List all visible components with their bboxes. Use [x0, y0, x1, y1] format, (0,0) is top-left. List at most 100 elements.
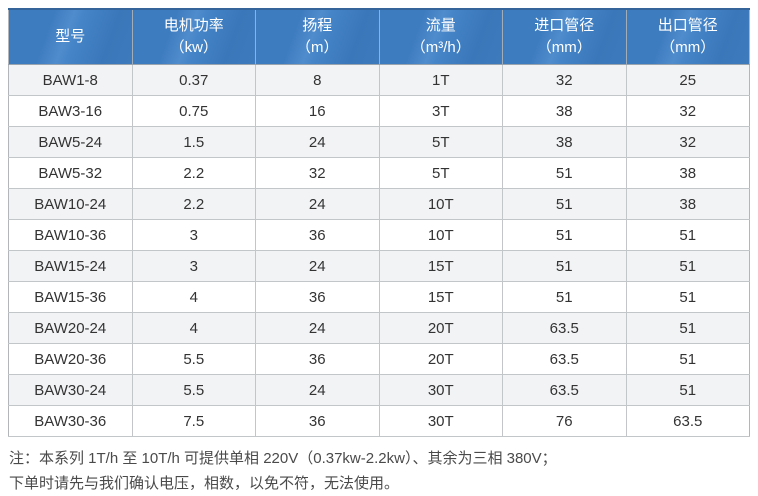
cell-model: BAW1-8 [8, 64, 133, 96]
cell-head: 36 [255, 219, 380, 251]
note-line-2: 下单时请先与我们确认电压，相数，以免不符，无法使用。 [9, 474, 400, 492]
cell-outlet: 32 [625, 95, 750, 127]
cell-inlet: 38 [502, 95, 627, 127]
table-row: BAW15-36 4 36 15T 51 51 [8, 281, 750, 313]
col-header-flow-unit: （m³/h） [410, 39, 471, 56]
cell-inlet: 51 [502, 250, 627, 282]
table-row: BAW30-36 7.5 36 30T 76 63.5 [8, 405, 750, 437]
cell-power: 3 [131, 250, 256, 282]
cell-inlet: 51 [502, 219, 627, 251]
table-body: BAW1-8 0.37 8 1T 32 25 BAW3-16 0.75 16 3… [8, 64, 750, 437]
cell-head: 32 [255, 157, 380, 189]
col-header-outlet-label: 出口管径 [657, 17, 718, 35]
cell-flow: 3T [378, 95, 503, 127]
cell-outlet: 38 [625, 157, 750, 189]
cell-power: 0.37 [131, 64, 256, 96]
cell-power: 5.5 [131, 374, 256, 406]
cell-model: BAW5-24 [8, 126, 133, 158]
col-header-flow: 流量 （m³/h） [378, 8, 503, 65]
table-row: BAW20-24 4 24 20T 63.5 51 [8, 312, 750, 344]
cell-flow: 20T [378, 343, 503, 375]
col-header-model-label: 型号 [55, 28, 86, 46]
table-row: BAW5-24 1.5 24 5T 38 32 [8, 126, 750, 158]
cell-model: BAW10-36 [8, 219, 133, 251]
header-row: 型号 电机功率 （kw） 扬程 （m） [8, 8, 750, 65]
cell-flow: 5T [378, 157, 503, 189]
table-row: BAW20-36 5.5 36 20T 63.5 51 [8, 343, 750, 375]
cell-inlet: 76 [502, 405, 627, 437]
table-row: BAW10-24 2.2 24 10T 51 38 [8, 188, 750, 220]
col-header-power-label: 电机功率 [163, 17, 224, 35]
cell-head: 24 [255, 126, 380, 158]
cell-head: 24 [255, 250, 380, 282]
cell-outlet: 25 [625, 64, 750, 96]
cell-power: 1.5 [131, 126, 256, 158]
cell-flow: 30T [378, 374, 503, 406]
cell-flow: 15T [378, 281, 503, 313]
table-row: BAW10-36 3 36 10T 51 51 [8, 219, 750, 251]
cell-power: 2.2 [131, 157, 256, 189]
cell-head: 36 [255, 343, 380, 375]
table-row: BAW5-32 2.2 32 5T 51 38 [8, 157, 750, 189]
note-line-1: 注：本系列 1T/h 至 10T/h 可提供单相 220V（0.37kw-2.2… [9, 450, 557, 467]
cell-head: 36 [255, 281, 380, 313]
col-header-head-label: 扬程 [302, 17, 333, 35]
cell-model: BAW20-24 [8, 312, 133, 344]
col-header-head-unit: （m） [296, 39, 339, 56]
cell-model: BAW20-36 [8, 343, 133, 375]
cell-outlet: 63.5 [625, 405, 750, 437]
cell-inlet: 51 [502, 281, 627, 313]
cell-power: 2.2 [131, 188, 256, 220]
cell-outlet: 51 [625, 374, 750, 406]
cell-model: BAW15-24 [8, 250, 133, 282]
cell-outlet: 38 [625, 188, 750, 220]
cell-flow: 30T [378, 405, 503, 437]
cell-outlet: 51 [625, 281, 750, 313]
col-header-power-unit: （kw） [169, 39, 218, 56]
cell-outlet: 32 [625, 126, 750, 158]
cell-head: 24 [255, 374, 380, 406]
cell-outlet: 51 [625, 312, 750, 344]
table-row: BAW30-24 5.5 24 30T 63.5 51 [8, 374, 750, 406]
cell-head: 24 [255, 312, 380, 344]
cell-flow: 20T [378, 312, 503, 344]
table-row: BAW1-8 0.37 8 1T 32 25 [8, 64, 750, 96]
col-header-outlet: 出口管径 （mm） [625, 8, 750, 65]
notes: 注：本系列 1T/h 至 10T/h 可提供单相 220V（0.37kw-2.2… [9, 447, 750, 496]
cell-outlet: 51 [625, 219, 750, 251]
cell-inlet: 32 [502, 64, 627, 96]
cell-model: BAW10-24 [8, 188, 133, 220]
cell-outlet: 51 [625, 250, 750, 282]
cell-head: 16 [255, 95, 380, 127]
col-header-power: 电机功率 （kw） [131, 8, 256, 65]
cell-power: 3 [131, 219, 256, 251]
cell-inlet: 63.5 [502, 312, 627, 344]
cell-model: BAW3-16 [8, 95, 133, 127]
col-header-flow-label: 流量 [425, 17, 456, 35]
cell-model: BAW15-36 [8, 281, 133, 313]
cell-outlet: 51 [625, 343, 750, 375]
cell-flow: 1T [378, 64, 503, 96]
pump-spec-table: 型号 电机功率 （kw） 扬程 （m） [8, 8, 750, 437]
col-header-inlet-label: 进口管径 [534, 17, 595, 35]
cell-power: 7.5 [131, 405, 256, 437]
cell-head: 36 [255, 405, 380, 437]
cell-flow: 5T [378, 126, 503, 158]
cell-flow: 10T [378, 219, 503, 251]
cell-power: 0.75 [131, 95, 256, 127]
cell-inlet: 63.5 [502, 343, 627, 375]
cell-model: BAW30-36 [8, 405, 133, 437]
cell-inlet: 51 [502, 188, 627, 220]
cell-power: 4 [131, 312, 256, 344]
cell-inlet: 51 [502, 157, 627, 189]
cell-inlet: 38 [502, 126, 627, 158]
cell-model: BAW5-32 [8, 157, 133, 189]
cell-flow: 15T [378, 250, 503, 282]
col-header-head: 扬程 （m） [255, 8, 379, 65]
cell-flow: 10T [378, 188, 503, 220]
col-header-model: 型号 [8, 8, 132, 65]
cell-head: 24 [255, 188, 380, 220]
col-header-inlet: 进口管径 （mm） [502, 8, 626, 65]
table-row: BAW15-24 3 24 15T 51 51 [8, 250, 750, 282]
